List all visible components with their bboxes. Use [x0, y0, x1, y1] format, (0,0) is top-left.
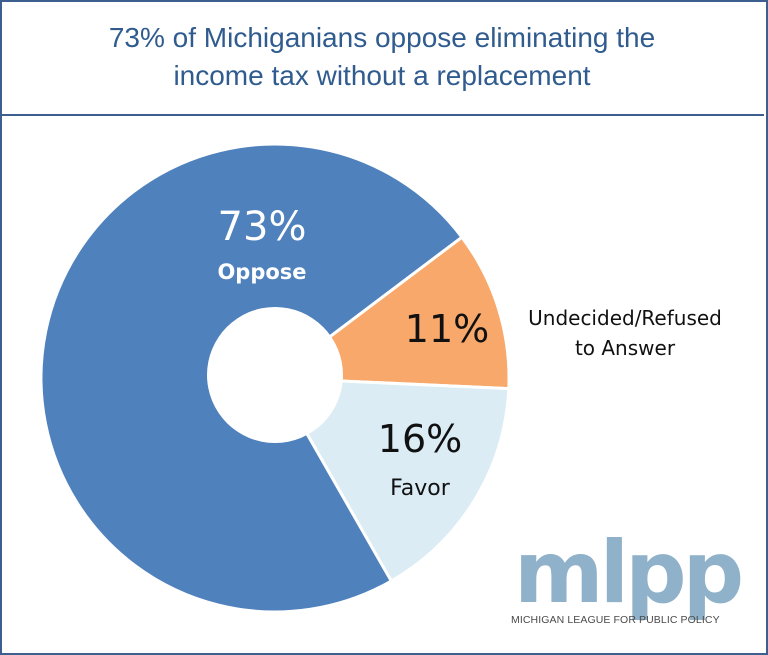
oppose-name-label: Oppose [217, 260, 306, 284]
undecided-name-label: Undecided/Refused to Answer [515, 303, 735, 363]
undecided-name-line-1: Undecided/Refused [528, 306, 722, 330]
favor-name-label: Favor [390, 476, 451, 501]
oppose-value-label: 73% [218, 204, 307, 250]
logo-mark: mlpp [514, 523, 744, 623]
title-line-1: 73% of Michiganians oppose eliminating t… [108, 22, 656, 53]
mlpp-logo: mlpp MICHIGAN LEAGUE FOR PUBLIC POLICY [506, 528, 756, 646]
chart-title: 73% of Michiganians oppose eliminating t… [72, 19, 692, 95]
title-line-2: income tax without a replacement [173, 60, 591, 91]
undecided-name-line-2: to Answer [574, 336, 676, 360]
donut-hole [207, 307, 343, 443]
favor-slice [272, 376, 511, 584]
favor-value-label: 16% [378, 417, 462, 461]
undecided-value-label: 11% [405, 307, 489, 351]
logo-subtitle: MICHIGAN LEAGUE FOR PUBLIC POLICY [511, 614, 720, 626]
title-box: 73% of Michiganians oppose eliminating t… [0, 0, 764, 116]
